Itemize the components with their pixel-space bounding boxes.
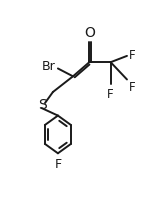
Text: F: F (107, 88, 114, 101)
Text: F: F (54, 158, 61, 171)
Text: F: F (129, 49, 135, 62)
Text: Br: Br (42, 60, 55, 73)
Text: O: O (84, 26, 95, 40)
Text: F: F (129, 81, 135, 94)
Text: S: S (38, 98, 47, 112)
